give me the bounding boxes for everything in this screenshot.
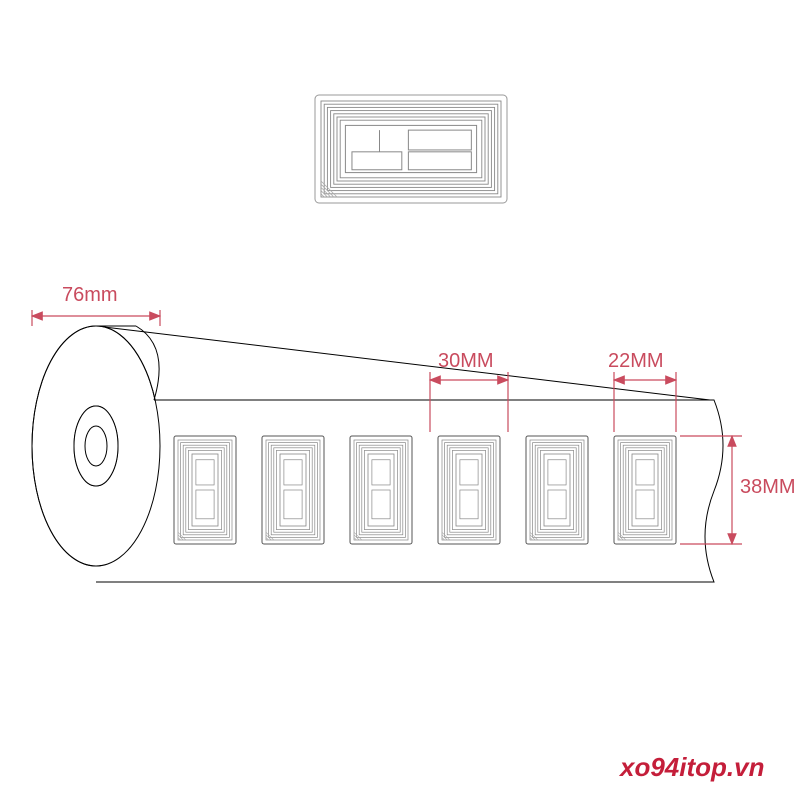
diagram-svg <box>0 0 800 800</box>
watermark-text: xo94itop.vn <box>620 752 764 783</box>
dim-76mm-label: 76mm <box>62 284 118 307</box>
dim-30mm-label: 30MM <box>438 350 494 373</box>
dim-38mm-label: 38MM <box>740 476 796 499</box>
dim-22mm-label: 22MM <box>608 350 664 373</box>
diagram-canvas: 76mm 30MM 22MM 38MM xo94itop.vn <box>0 0 800 800</box>
